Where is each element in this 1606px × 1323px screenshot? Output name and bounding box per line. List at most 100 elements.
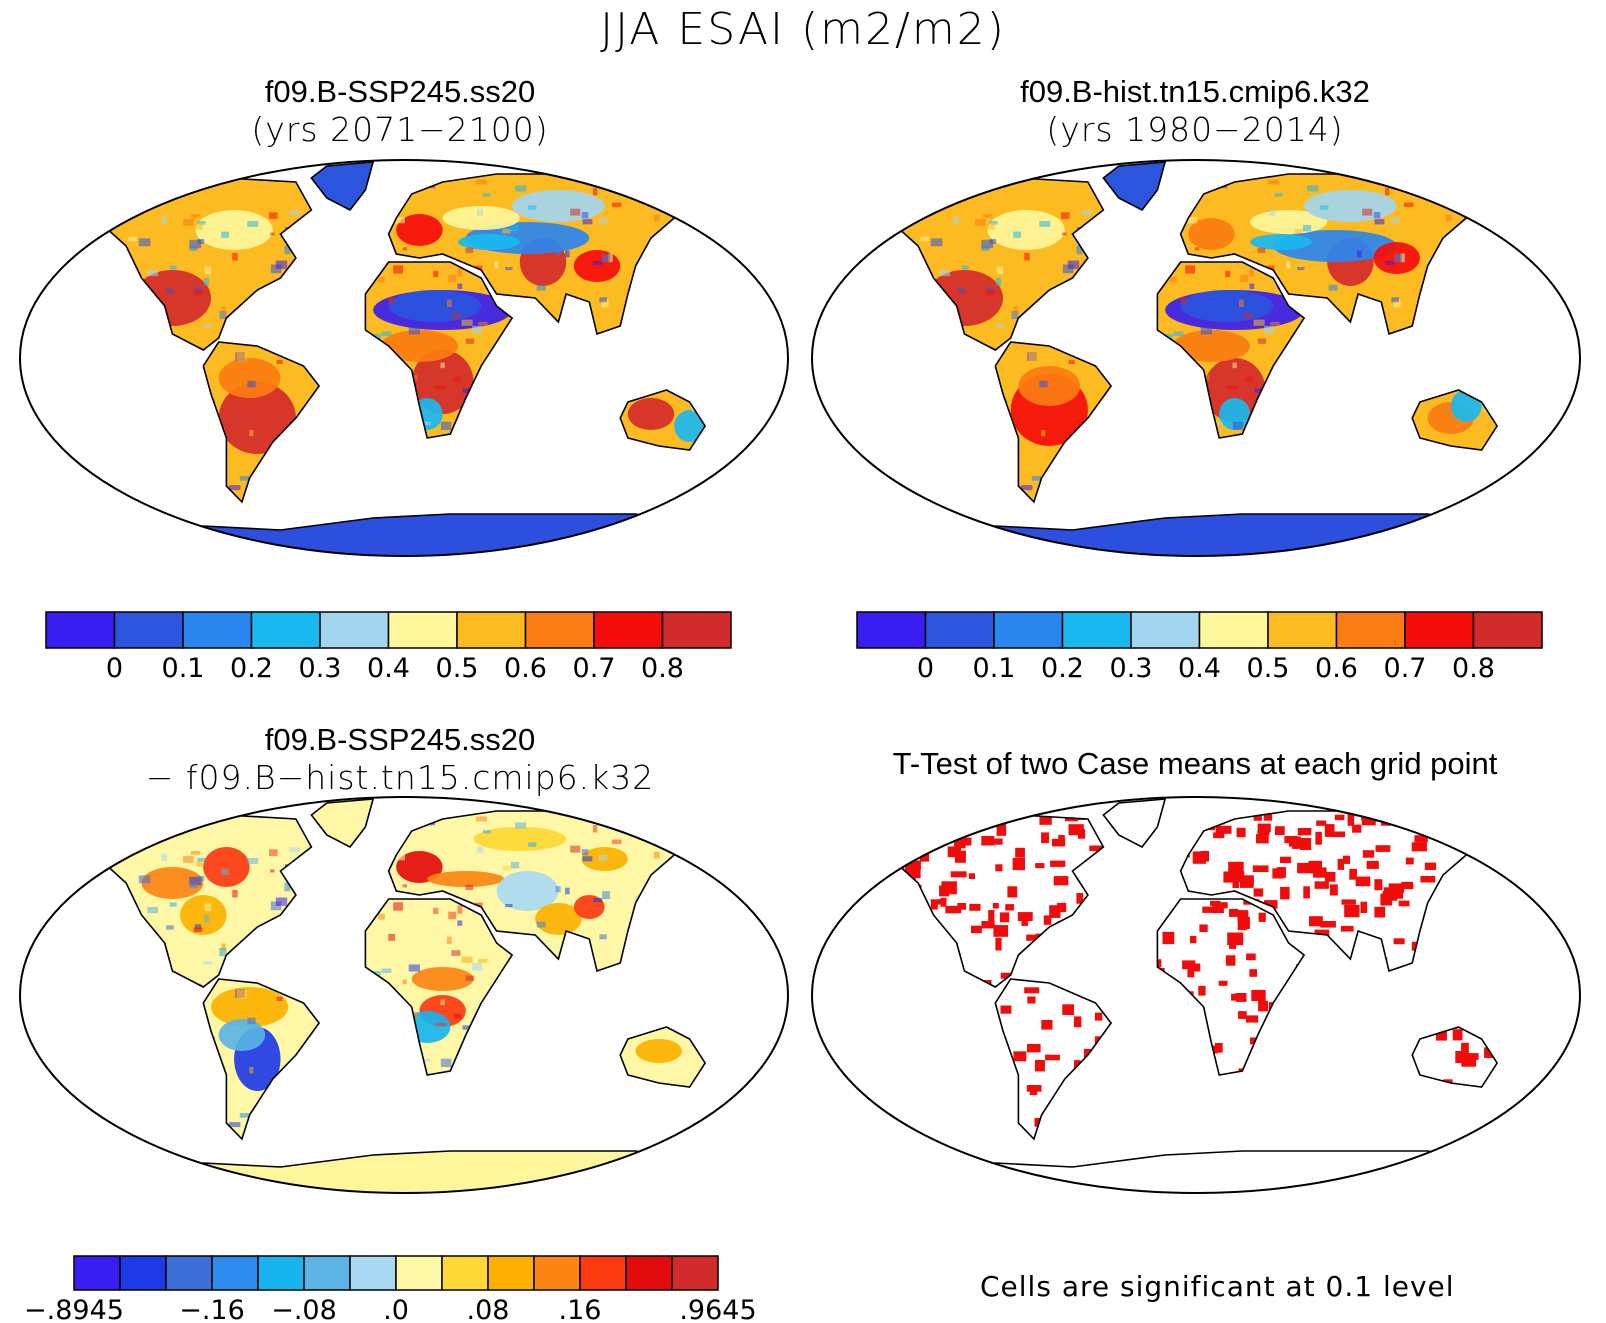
coastline-australia	[1411, 389, 1499, 451]
colorbar-swatch	[1267, 611, 1338, 649]
colorbar-tick-label: 0.2	[230, 653, 273, 684]
colorbar-tick-label: 0.4	[367, 653, 410, 684]
colorbar-tick-label: .9645	[679, 1295, 756, 1323]
panel-case-name: f09.B-hist.tn15.cmip6.k32	[1020, 74, 1370, 109]
coastline-north-america	[93, 814, 313, 988]
map-ssp245	[19, 159, 789, 557]
coastline-africa	[1156, 898, 1306, 1076]
colorbar-swatch	[924, 611, 995, 649]
colorbar-tick-label: .0	[383, 1295, 409, 1323]
colorbar-swatch	[856, 611, 927, 649]
colorbar-tick-label: 0.3	[299, 653, 342, 684]
colorbar-swatch	[165, 1255, 213, 1291]
colorbar-swatch	[1472, 611, 1543, 649]
panel-ttest-title: T-Test of two Case means at each grid po…	[892, 746, 1498, 781]
colorbar-tick-label: 0.3	[1110, 653, 1153, 684]
colorbar-tick-label: 0.7	[573, 653, 616, 684]
colorbar-hist: 0 0.1 0.2 0.3 0.4 0.5 0.6 0.7 0.8	[856, 611, 1543, 684]
coastline-antarctica	[909, 513, 1522, 556]
colorbar-swatch	[487, 1255, 535, 1291]
land-north-america	[887, 815, 1104, 987]
colorbar-swatch	[1130, 611, 1201, 649]
colorbar-tick-label: 0	[917, 653, 934, 684]
map-difference	[19, 796, 789, 1194]
colorbar-swatch	[119, 1255, 167, 1291]
map-border	[19, 159, 789, 557]
coastline-south-america	[994, 341, 1113, 504]
colorbar-swatch	[456, 611, 527, 649]
colorbar-tick-label: 0.2	[1041, 653, 1084, 684]
colorbar-swatch	[993, 611, 1064, 649]
colorbar-swatch	[1198, 611, 1269, 649]
colorbar-swatch	[533, 1255, 581, 1291]
coastline-greenland	[1102, 798, 1167, 849]
colorbar-tick-label: 0.6	[504, 653, 547, 684]
coastline-africa	[1156, 261, 1306, 439]
colorbar-swatch	[395, 1255, 443, 1291]
panel-title-diff: f09.B-SSP245.ss20 − f09.B−hist.tn15.cmip…	[40, 724, 760, 794]
colorbar-swatch	[349, 1255, 397, 1291]
coastline-australia	[619, 389, 707, 451]
colorbar-tick-label: 0.4	[1178, 653, 1221, 684]
colorbar-swatch	[387, 611, 458, 649]
coastline-antarctica	[117, 1150, 730, 1193]
coastline-africa	[364, 898, 514, 1076]
colorbar-tick-label: 0.5	[436, 653, 479, 684]
map-hist	[811, 159, 1581, 557]
colorbar-swatch	[524, 611, 595, 649]
colorbar-swatch	[625, 1255, 673, 1291]
colorbar-difference: −.8945 −.16 −.08 .0 .08 .16 .9645	[24, 1255, 757, 1323]
field-patches	[95, 174, 706, 502]
coastline-antarctica	[117, 513, 730, 556]
colorbar-swatch	[593, 611, 664, 649]
panel-title-ttest: T-Test of two Case means at each grid po…	[830, 748, 1560, 779]
panel-case-name: f09.B-SSP245.ss20	[264, 722, 536, 757]
land-australia	[1412, 1027, 1498, 1087]
figure-title: JJA ESAI (m2/m2)	[600, 4, 1006, 55]
colorbar-swatch	[250, 611, 321, 649]
colorbar-swatch	[257, 1255, 305, 1291]
colorbar-tick-label: 0.8	[641, 653, 684, 684]
panel-title-hist: f09.B-hist.tn15.cmip6.k32 (yrs 1980−2014…	[830, 76, 1560, 146]
map-border	[19, 796, 789, 1194]
colorbar-swatch	[1335, 611, 1406, 649]
field-patches	[887, 174, 1498, 502]
colorbar-swatch	[113, 611, 184, 649]
colorbar-tick-label: 0.1	[162, 653, 205, 684]
colorbar-swatch	[1404, 611, 1475, 649]
coastline-south-america	[202, 978, 321, 1141]
colorbar-swatch	[1061, 611, 1132, 649]
panel-years: (yrs 1980−2014)	[1046, 110, 1344, 149]
colorbar-swatch	[661, 611, 732, 649]
coastline-south-america	[202, 341, 321, 504]
colorbar-tick-label: 0.5	[1247, 653, 1290, 684]
coastline-north-america	[885, 177, 1105, 351]
colorbar-tick-label: 0.7	[1384, 653, 1427, 684]
colorbar-tick-label: −.16	[179, 1295, 245, 1323]
coastline-greenland	[1102, 161, 1167, 212]
land-eurasia	[1180, 811, 1474, 971]
panel-years: (yrs 2071−2100)	[251, 110, 549, 149]
panel-diff-subtitle: − f09.B−hist.tn15.cmip6.k32	[145, 758, 655, 797]
colorbar-tick-label: 0.6	[1315, 653, 1358, 684]
panel-title-ssp245: f09.B-SSP245.ss20 (yrs 2071−2100)	[40, 76, 760, 146]
coastline-north-america	[885, 814, 1105, 988]
coastline-south-america	[994, 978, 1113, 1141]
colorbar-tick-label: 0	[106, 653, 123, 684]
coastline-greenland	[310, 161, 375, 212]
colorbar-swatch	[182, 611, 253, 649]
colorbar-tick-label: 0.8	[1452, 653, 1495, 684]
map-ttest	[811, 796, 1581, 1194]
colorbar-swatch	[73, 1255, 121, 1291]
coastline-greenland	[310, 798, 375, 849]
colorbar-swatch	[579, 1255, 627, 1291]
colorbar-swatch	[671, 1255, 719, 1291]
coastline-antarctica	[909, 1150, 1522, 1193]
colorbar-swatch	[441, 1255, 489, 1291]
colorbar-tick-label: .16	[559, 1295, 602, 1323]
colorbar-ssp245: 0 0.1 0.2 0.3 0.4 0.5 0.6 0.7 0.8	[45, 611, 732, 684]
map-border	[811, 796, 1581, 1194]
colorbar-tick-label: −.08	[271, 1295, 337, 1323]
coastline-australia	[619, 1026, 707, 1088]
colorbar-swatch	[319, 611, 390, 649]
